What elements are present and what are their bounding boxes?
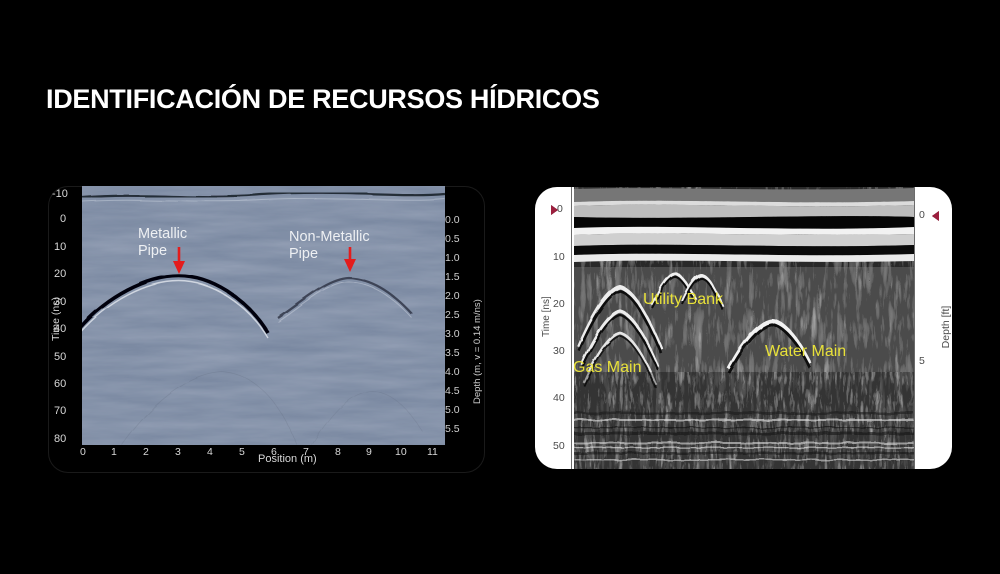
svg-text:Non-Metallic: Non-Metallic [289,229,370,245]
svg-text:Gas Main: Gas Main [574,359,641,376]
svg-text:Metallic: Metallic [138,226,187,242]
svg-text:Pipe: Pipe [289,246,318,262]
svg-text:Water Main: Water Main [765,343,846,360]
svg-text:Pipe: Pipe [138,243,167,259]
svg-text:Utility Bank: Utility Bank [643,291,724,308]
